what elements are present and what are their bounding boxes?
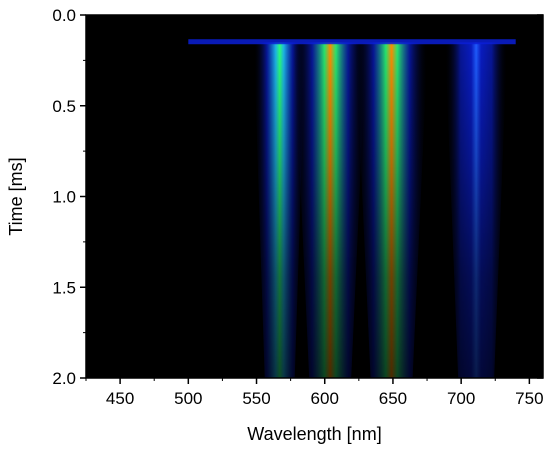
x-tick-label: 700 <box>447 389 475 408</box>
y-tick-label: 1.5 <box>52 278 76 297</box>
x-tick-label: 600 <box>311 389 339 408</box>
y-tick-label: 0.5 <box>52 97 76 116</box>
y-tick-label: 1.0 <box>52 188 76 207</box>
y-axis-title: Time [ms] <box>6 157 26 235</box>
x-tick-label: 500 <box>174 389 202 408</box>
x-axis-title: Wavelength [nm] <box>247 424 381 444</box>
y-tick-label: 0.0 <box>52 6 76 25</box>
x-tick-label: 550 <box>242 389 270 408</box>
x-tick-label: 450 <box>106 389 134 408</box>
x-axis: 450 500 550 600 650 700 750 <box>85 15 544 408</box>
y-axis: 0.0 0.5 1.0 1.5 2.0 <box>52 6 543 388</box>
x-tick-label: 750 <box>515 389 543 408</box>
y-tick-label: 2.0 <box>52 369 76 388</box>
onset-line <box>188 39 516 45</box>
plot-area <box>86 15 543 378</box>
x-tick-label: 650 <box>379 389 407 408</box>
emission-band-711 <box>445 42 508 378</box>
emission-band-567 <box>253 42 306 378</box>
emission-band-604 <box>293 42 367 378</box>
emission-band-649 <box>355 42 428 378</box>
